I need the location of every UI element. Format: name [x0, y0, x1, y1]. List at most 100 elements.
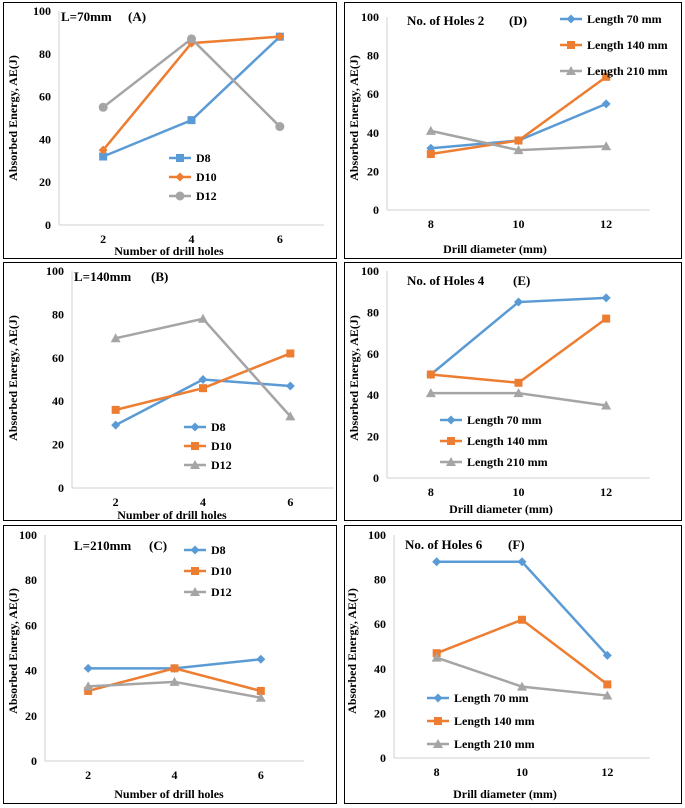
- chart-panel-e: 0 20 40 60 80 100 8 10 12 No. of Holes 4 (E) Drill …: [344, 262, 682, 521]
- y-tick-label: 40: [367, 126, 379, 140]
- x-tick-label: 8: [428, 217, 434, 231]
- data-point: [170, 664, 179, 673]
- data-point: [110, 333, 121, 343]
- legend-marker: [567, 41, 575, 49]
- legend-marker: [433, 739, 443, 748]
- y-tick-label: 0: [373, 471, 379, 485]
- y-tick-label: 20: [367, 430, 379, 444]
- legend-label: Length 70 mm: [467, 413, 542, 427]
- x-axis-label: Drill diameter (mm): [453, 787, 557, 801]
- chart-f: 0 20 40 60 80 100 8 10 12 No. of Holes 6 (F) Drill …: [345, 528, 650, 801]
- y-axis-label: Absorbed Energy, AE(J): [347, 55, 361, 181]
- chart-panel-c: 0 20 40 60 80 100 2 4 6 L=210mm (C) Number of drill…: [3, 525, 337, 804]
- data-point: [602, 690, 613, 700]
- data-point: [187, 34, 196, 44]
- y-tick-label: 100: [361, 264, 379, 278]
- series-d8: [99, 32, 284, 161]
- y-tick-label: 20: [25, 709, 37, 723]
- data-point: [285, 381, 295, 391]
- x-axis-label: Number of drill holes: [117, 508, 227, 520]
- x-axis-label: Number of drill holes: [114, 244, 224, 258]
- series-d10: [84, 664, 265, 695]
- data-point: [601, 141, 612, 151]
- legend-marker: [190, 545, 200, 555]
- y-tick-label: 80: [367, 305, 379, 319]
- data-point: [601, 400, 612, 410]
- series-length-140-mm: [426, 72, 611, 159]
- data-point: [601, 293, 611, 303]
- y-axis-label: Absorbed Energy, AE(J): [347, 315, 361, 441]
- chart-b: 0 20 40 60 80 100 2 4 6 L=140mm (B) Number of drill…: [6, 264, 334, 520]
- series-length-210-mm: [431, 652, 613, 700]
- legend-label: D8: [211, 420, 226, 434]
- data-point: [199, 384, 207, 393]
- data-point: [432, 557, 442, 567]
- series-length-140-mm: [432, 615, 612, 689]
- panel-label: (B): [151, 269, 168, 284]
- legend-marker: [566, 14, 576, 24]
- legend-label: Length 210 mm: [587, 64, 668, 78]
- x-tick-label: 8: [428, 485, 434, 499]
- series-d12: [83, 676, 266, 702]
- legend: D8 D10 D12: [169, 151, 217, 203]
- x-axis-label: Drill diameter (mm): [443, 242, 547, 256]
- series-line: [115, 317, 292, 418]
- data-point: [275, 122, 285, 132]
- legend-label: Length 70 mm: [587, 12, 662, 26]
- data-point: [425, 125, 436, 135]
- legend-label: D10: [196, 170, 217, 184]
- x-tick-label: 4: [189, 232, 195, 246]
- legend-marker: [175, 172, 185, 182]
- data-point: [99, 152, 108, 161]
- series-length-210-mm: [425, 125, 612, 155]
- series-line: [436, 618, 609, 686]
- y-tick-label: 60: [367, 347, 379, 361]
- series-line: [436, 560, 609, 657]
- y-tick-label: 100: [33, 4, 51, 18]
- series-line: [102, 35, 281, 158]
- series-length-140-mm: [426, 314, 611, 387]
- data-point: [602, 314, 611, 323]
- series-length-70-mm: [426, 99, 611, 153]
- legend-marker: [433, 693, 443, 703]
- series-d10: [111, 349, 295, 414]
- panel-label: (A): [128, 9, 146, 24]
- panel-label: (C): [149, 538, 167, 553]
- legend-marker: [446, 415, 456, 425]
- panel-label: (E): [513, 273, 530, 288]
- y-tick-label: 80: [39, 47, 51, 61]
- x-tick-label: 6: [287, 495, 293, 509]
- y-tick-label: 80: [367, 49, 379, 63]
- data-point: [602, 72, 611, 81]
- panel-label: (F): [508, 537, 525, 552]
- chart-panel-a: 0 20 40 60 80 100 2 4 6 L=70mm (A) Number of drill …: [3, 2, 337, 259]
- data-point: [517, 681, 527, 691]
- x-tick-label: 4: [200, 495, 206, 509]
- legend-label: D10: [211, 439, 232, 453]
- data-point: [286, 349, 295, 358]
- legend-marker: [176, 154, 184, 162]
- legend: Length 70 mm Length 140 mm Length 210 mm: [440, 413, 548, 469]
- series-length-210-mm: [425, 388, 612, 410]
- legend-marker: [191, 567, 199, 575]
- series-line: [430, 317, 607, 385]
- legend-marker: [175, 191, 185, 201]
- y-tick-label: 0: [373, 203, 379, 217]
- legend-label: Length 140 mm: [587, 38, 668, 52]
- x-tick-label: 6: [277, 232, 283, 246]
- legend-label: D8: [211, 543, 226, 557]
- data-point: [83, 681, 94, 691]
- legend-label: D12: [211, 585, 232, 599]
- chart-d: 0 20 40 60 80 100 8 10 12 No. of Holes 2 (D) Drill …: [347, 10, 668, 256]
- data-point: [285, 411, 296, 421]
- x-tick-label: 12: [600, 485, 612, 499]
- y-axis-label: Absorbed Energy, AE(J): [6, 588, 20, 714]
- series-d12: [110, 313, 296, 421]
- series-d8: [111, 375, 295, 430]
- series-d10: [98, 32, 285, 155]
- data-point: [514, 297, 523, 307]
- y-tick-label: 80: [25, 573, 37, 587]
- x-tick-label: 10: [513, 217, 525, 231]
- y-tick-label: 100: [368, 528, 386, 542]
- chart-title: No. of Holes 4: [407, 273, 485, 288]
